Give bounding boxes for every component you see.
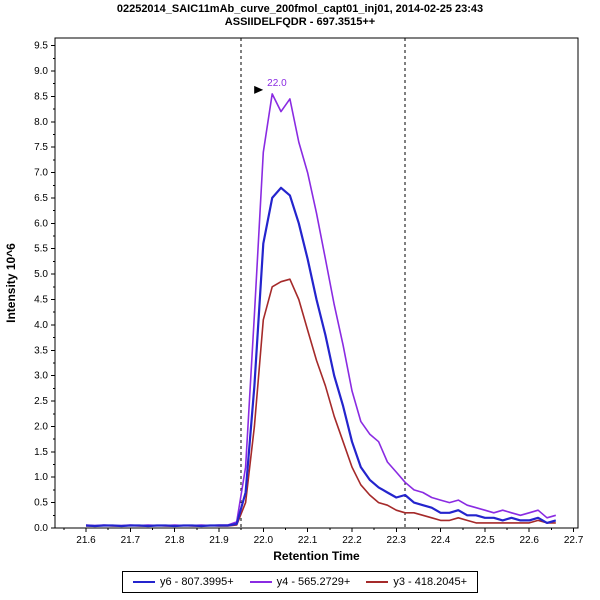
x-tick-label: 22.2 bbox=[342, 535, 362, 546]
y-tick-label: 2.0 bbox=[34, 421, 48, 432]
y-tick-label: 3.5 bbox=[34, 345, 48, 356]
x-tick-label: 22.5 bbox=[475, 535, 495, 546]
x-tick-label: 22.4 bbox=[431, 535, 451, 546]
peak-rt-annotation: 22.0 bbox=[267, 78, 287, 89]
y-tick-label: 1.0 bbox=[34, 472, 48, 483]
y-tick-label: 8.5 bbox=[34, 91, 48, 102]
x-axis-label: Retention Time bbox=[273, 549, 360, 562]
x-tick-label: 22.6 bbox=[520, 535, 540, 546]
y-tick-label: 5.5 bbox=[34, 244, 48, 255]
legend-item: y3 - 418.2045+ bbox=[366, 576, 467, 588]
legend-item: y6 - 807.3995+ bbox=[132, 576, 234, 588]
peptide-title: ASSIIDELFQDR - 697.3515++ bbox=[224, 16, 376, 28]
x-tick-label: 22.3 bbox=[387, 535, 407, 546]
series-trace-y4 bbox=[85, 93, 557, 527]
x-tick-label: 22.7 bbox=[564, 535, 584, 546]
legend-label: y3 - 418.2045+ bbox=[393, 576, 468, 588]
y-tick-label: 7.0 bbox=[34, 168, 48, 179]
y-tick-label: 4.0 bbox=[34, 320, 48, 331]
legend-row: y6 - 807.3995+ y4 - 565.2729+ y3 - 418.204… bbox=[0, 570, 600, 593]
legend-line-swatch bbox=[366, 581, 389, 583]
y-tick-label: 0.0 bbox=[34, 523, 48, 534]
legend-label: y6 - 807.3995+ bbox=[159, 576, 234, 588]
y-tick-label: 5.0 bbox=[34, 269, 48, 280]
legend-line-swatch bbox=[132, 581, 155, 583]
y-tick-label: 9.5 bbox=[34, 41, 48, 52]
x-tick-label: 21.8 bbox=[165, 535, 185, 546]
legend-box: y6 - 807.3995+ y4 - 565.2729+ y3 - 418.204… bbox=[121, 571, 479, 593]
x-tick-label: 22.0 bbox=[254, 535, 274, 546]
series-trace-y6 bbox=[85, 186, 557, 528]
x-tick-label: 21.7 bbox=[121, 535, 141, 546]
y-tick-label: 1.5 bbox=[34, 447, 48, 458]
peak-pointer-icon bbox=[254, 85, 264, 94]
x-tick-label: 22.1 bbox=[298, 535, 318, 546]
y-tick-label: 3.0 bbox=[34, 371, 48, 382]
y-tick-label: 2.5 bbox=[34, 396, 48, 407]
x-tick-label: 21.9 bbox=[209, 535, 229, 546]
y-tick-label: 6.5 bbox=[34, 193, 48, 204]
y-tick-label: 6.0 bbox=[34, 218, 48, 229]
y-tick-label: 8.0 bbox=[34, 117, 48, 128]
y-tick-label: 0.5 bbox=[34, 498, 48, 509]
file-title: 02252014_SAIC11mAb_curve_200fmol_capt01_… bbox=[116, 3, 484, 15]
legend-line-swatch bbox=[249, 581, 272, 583]
legend-label: y4 - 565.2729+ bbox=[276, 576, 351, 588]
plot-frame bbox=[54, 37, 579, 529]
legend-item: y4 - 565.2729+ bbox=[249, 576, 351, 588]
chromatogram-plot[interactable]: 21.6 21.7 21.8 21.9 22.0 22.1 22.2 22.3 22.4 22.5… bbox=[0, 30, 600, 562]
x-tick-label: 21.6 bbox=[76, 535, 96, 546]
y-axis-label: Intensity 10^6 bbox=[4, 243, 18, 323]
y-tick-label: 9.0 bbox=[34, 66, 48, 77]
y-tick-label: 4.5 bbox=[34, 295, 48, 306]
y-tick-label: 7.5 bbox=[34, 142, 48, 153]
